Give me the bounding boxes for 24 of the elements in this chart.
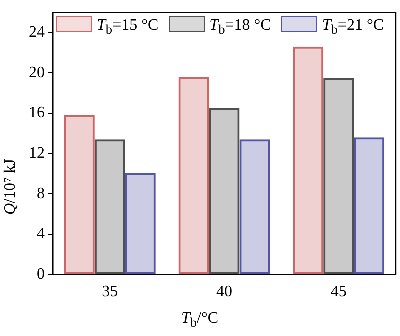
y-tick-label: 8	[37, 185, 45, 202]
x-tick-label: 35	[102, 284, 118, 301]
legend-label: T$_{b}$=21 °C	[321, 16, 384, 38]
legend-label: T$_{b}$=15 °C	[96, 16, 159, 38]
x-axis-title: T$_{b}$/°C	[180, 310, 220, 332]
y-tick-label: 16	[29, 104, 45, 122]
y-tick-label: 24	[29, 24, 45, 41]
x-tick-label: 45	[330, 284, 347, 301]
legend-label: T$_{b}$=18 °C	[208, 16, 272, 38]
bar	[125, 172, 156, 274]
y-tick-label: 12	[29, 144, 45, 162]
bar	[324, 78, 354, 274]
bar	[178, 77, 210, 274]
bar	[354, 138, 385, 274]
bar	[209, 108, 240, 274]
y-tick-label: 0	[37, 266, 45, 284]
y-tick-label: 20	[29, 64, 45, 82]
y-tick-label: 4	[37, 226, 45, 243]
bar	[240, 140, 270, 274]
bar	[293, 46, 324, 274]
bar	[94, 140, 126, 274]
bar	[64, 115, 95, 274]
x-tick-label: 40	[216, 284, 232, 301]
y-axis-title: Q/10⁷ kJ	[2, 159, 20, 215]
